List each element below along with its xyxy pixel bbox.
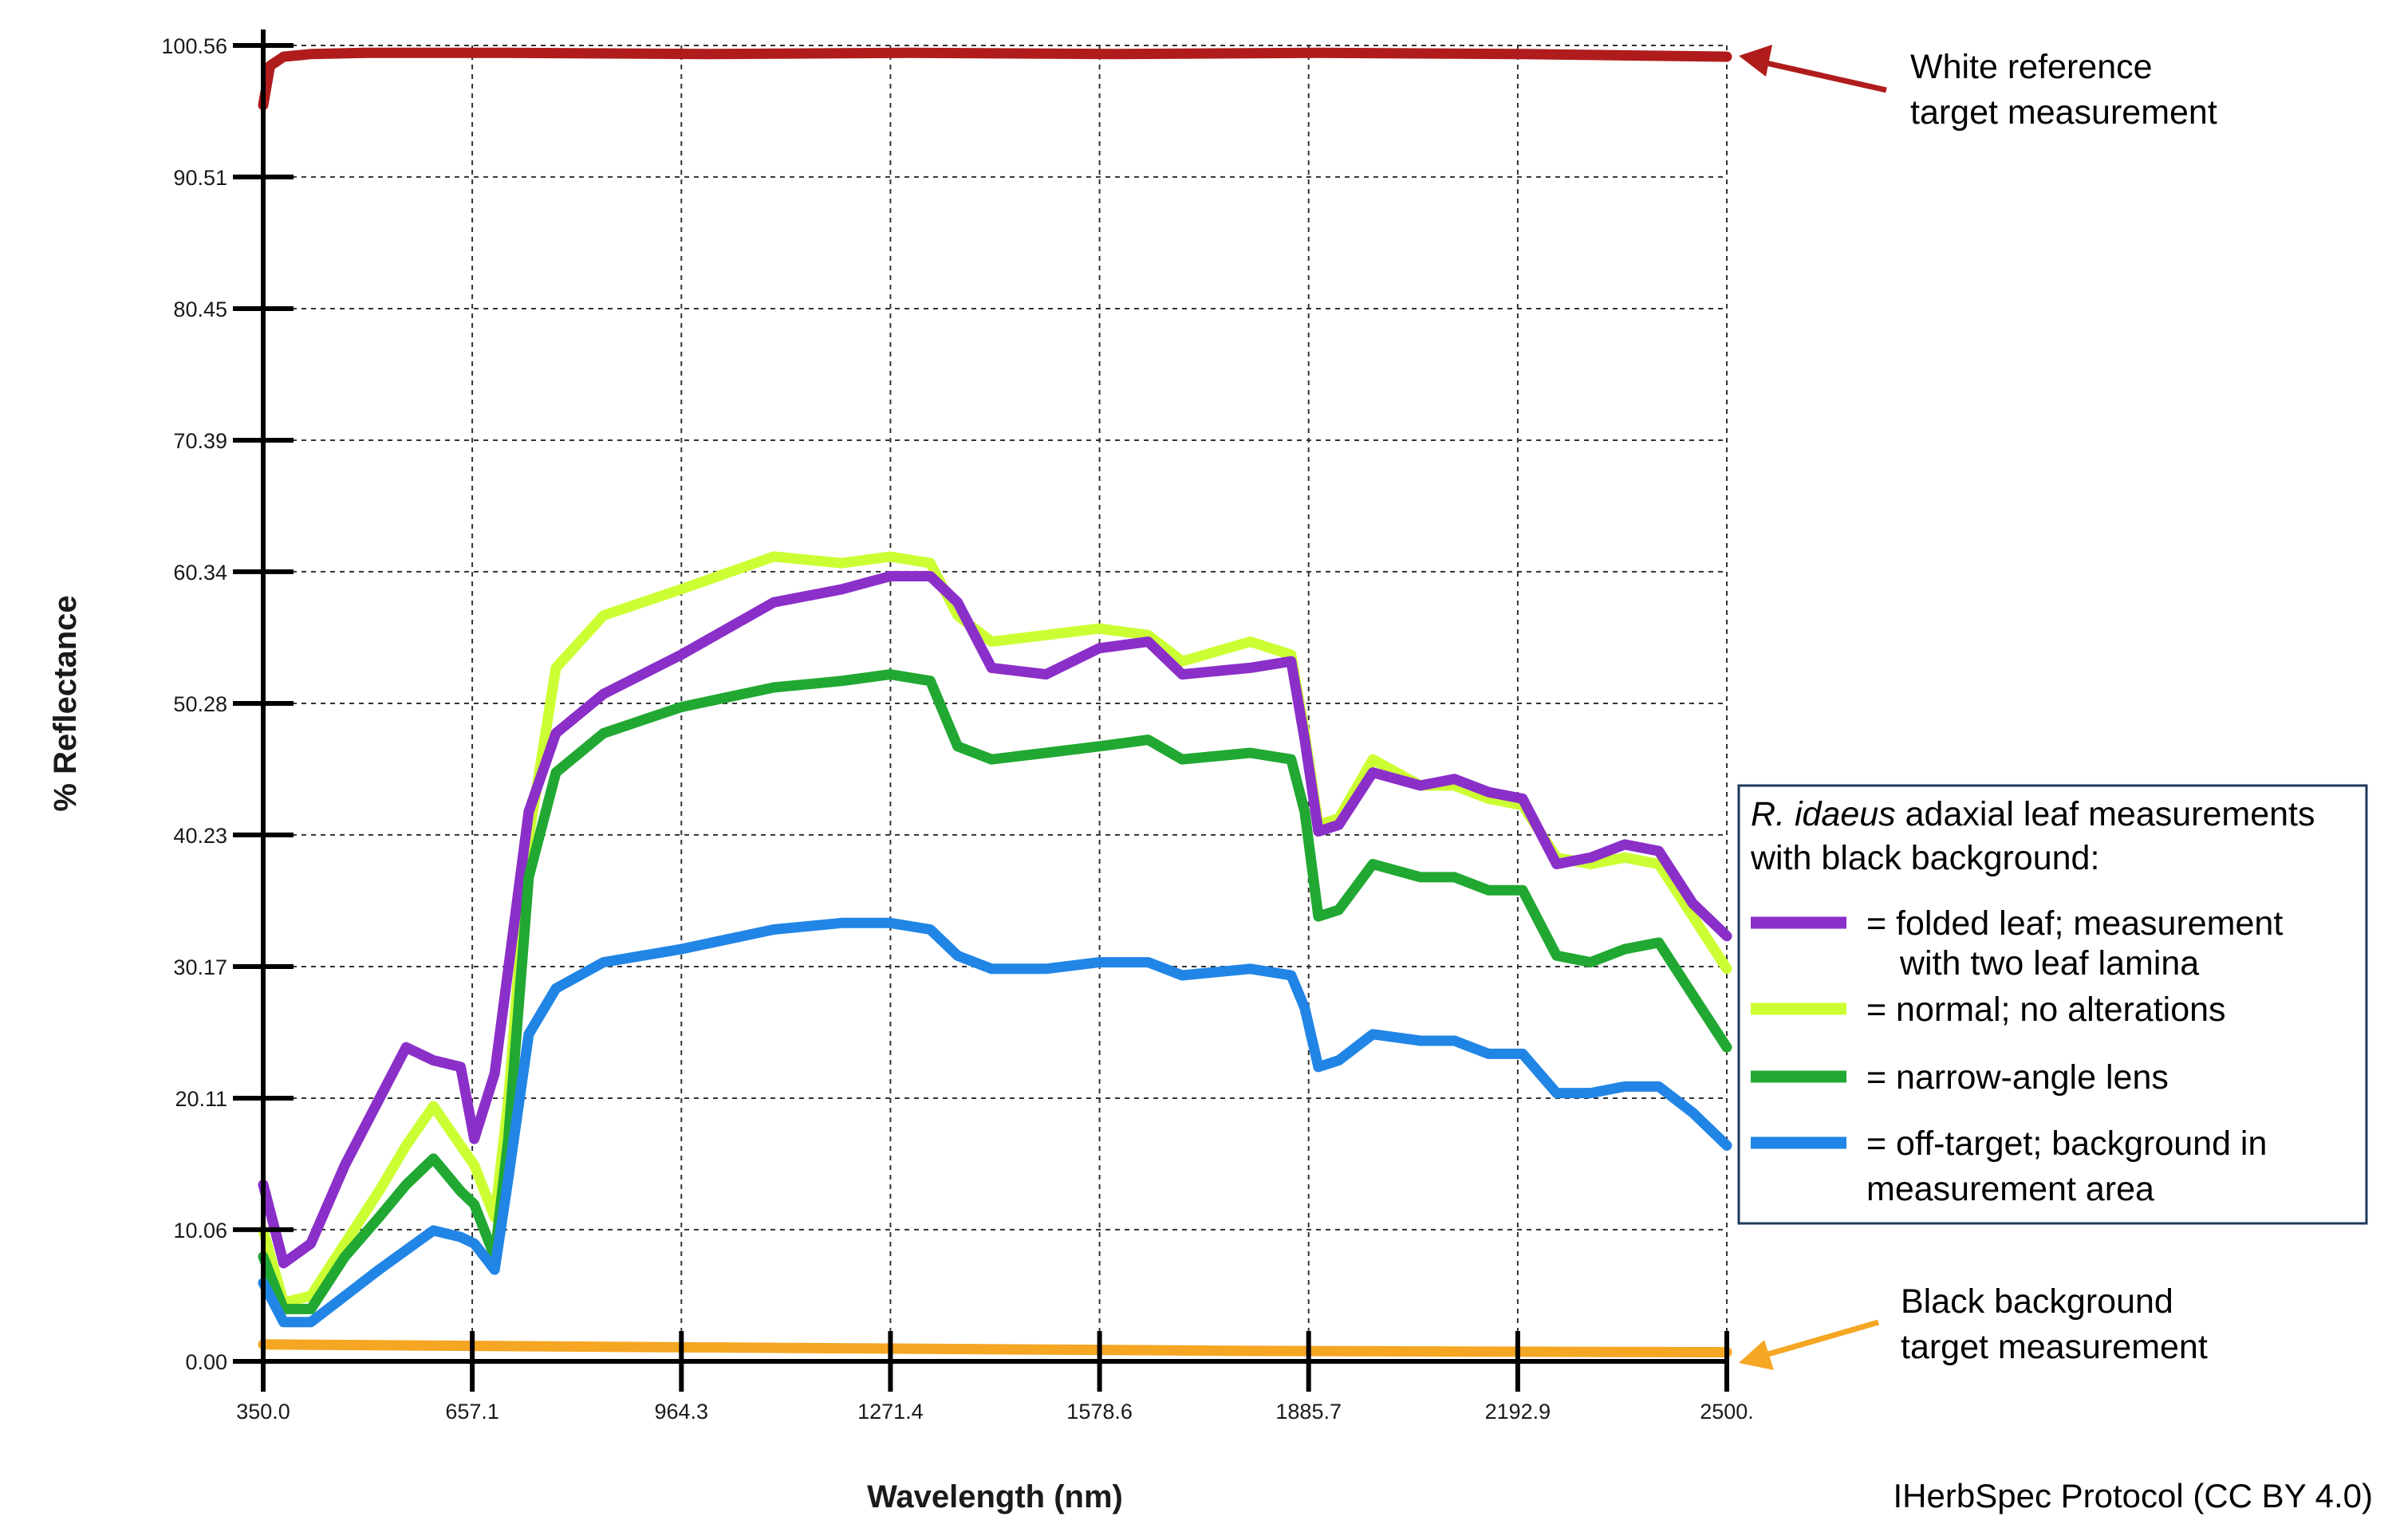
x-tick-label: 657.1 (445, 1400, 499, 1424)
x-tick-label: 2500. (1700, 1400, 1754, 1424)
series-folded-leaf (258, 571, 1732, 1269)
legend-entry-folded-line-2: with two leaf lamina (1899, 944, 2199, 983)
y-tick-label: 30.17 (173, 955, 227, 979)
legend-title-line-2: with black background: (1750, 839, 2099, 877)
series-off-target (258, 917, 1732, 1328)
y-tick-label: 50.28 (173, 692, 227, 716)
black-background-label-line-1: Black background (1901, 1282, 2173, 1321)
y-tick-label: 60.34 (173, 561, 227, 585)
legend-title-species: R. idaeus (1751, 795, 1896, 833)
y-tick-label: 10.06 (173, 1219, 227, 1243)
x-tick-label: 1578.6 (1066, 1400, 1133, 1424)
y-tick-label: 80.45 (173, 297, 227, 321)
legend-title-rest: adaxial leaf measurements (1896, 795, 2315, 833)
series-narrow-angle-lens (258, 669, 1732, 1314)
legend-title-line-1: R. idaeus adaxial leaf measurements (1751, 795, 2315, 833)
white-reference-annotation: White reference target measurement (1739, 45, 2217, 132)
black-background-arrowhead-icon (1739, 1340, 1774, 1370)
series-normal (258, 551, 1732, 1308)
black-background-annotation: Black background target measurement (1739, 1282, 2208, 1370)
y-tick-label: 0.00 (185, 1350, 227, 1374)
y-tick-label: 20.11 (175, 1087, 227, 1111)
axes (261, 30, 1727, 1364)
y-tick-label: 70.39 (173, 429, 227, 453)
series-black-background (258, 1339, 1732, 1357)
ticks: 0.00 10.06 20.11 30.17 40.23 50.28 60.34 70.39 8… (161, 34, 1753, 1424)
grid (263, 45, 1728, 1361)
series-group (258, 47, 1732, 1357)
black-background-arrow-icon (1762, 1319, 1879, 1359)
x-tick-label: 1271.4 (857, 1400, 924, 1424)
white-reference-label-line-2: target measurement (1910, 93, 2217, 132)
y-tick-label: 90.51 (173, 166, 227, 190)
white-reference-arrow-icon (1762, 59, 1887, 93)
y-axis-title: % Reflectance (48, 595, 83, 811)
y-tick-label: 100.56 (161, 34, 227, 58)
x-tick-label: 2192.9 (1485, 1400, 1551, 1424)
x-tick-label: 964.3 (655, 1400, 709, 1424)
credit-text: IHerbSpec Protocol (CC BY 4.0) (1894, 1477, 2373, 1514)
white-reference-label-line-1: White reference (1910, 48, 2153, 86)
x-axis-title: Wavelength (nm) (867, 1479, 1123, 1514)
white-reference-arrowhead-icon (1739, 45, 1772, 77)
y-tick-label: 40.23 (173, 824, 227, 848)
x-tick-label: 350.0 (236, 1400, 290, 1424)
x-tick-label: 1885.7 (1275, 1400, 1342, 1424)
legend-entry-folded-line-1: = folded leaf; measurement (1866, 904, 2283, 943)
series-white-reference (258, 47, 1732, 111)
legend-entry-normal: = normal; no alterations (1866, 991, 2226, 1029)
black-background-label-line-2: target measurement (1901, 1328, 2208, 1366)
legend-entry-narrow-angle: = narrow-angle lens (1866, 1058, 2169, 1097)
legend-entry-off-target-line-1: = off-target; background in (1866, 1124, 2267, 1163)
legend-entry-off-target-line-2: measurement area (1866, 1170, 2154, 1208)
legend: R. idaeus adaxial leaf measurements with… (1737, 784, 2368, 1225)
